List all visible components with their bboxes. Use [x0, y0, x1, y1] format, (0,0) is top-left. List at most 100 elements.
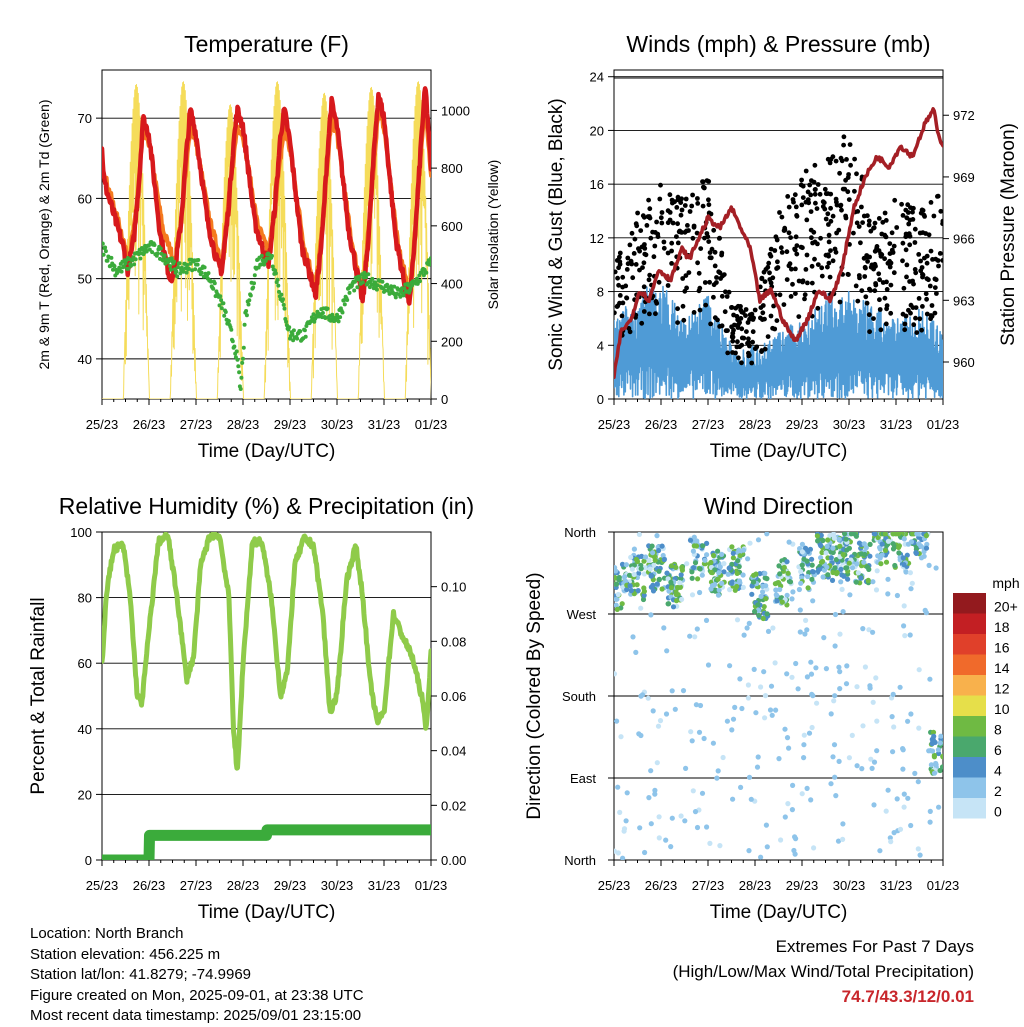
dewpoint-point	[345, 298, 350, 302]
direction-point	[754, 764, 761, 770]
gust-point	[792, 246, 797, 252]
direction-point	[619, 561, 626, 568]
dewpoint-point	[126, 266, 131, 271]
station-location: Location: North Branch	[30, 925, 184, 942]
direction-point	[927, 808, 933, 815]
x-tick-label: 31/23	[368, 417, 401, 432]
dewpoint-point	[291, 328, 296, 333]
direction-point	[760, 615, 766, 622]
gust-point	[641, 284, 647, 290]
direction-point	[811, 845, 817, 851]
direction-point	[890, 532, 896, 537]
gust-point	[809, 263, 815, 269]
direction-point	[656, 568, 662, 574]
direction-point	[715, 768, 721, 774]
x-tick-label: 25/23	[598, 417, 631, 432]
direction-point	[786, 745, 792, 751]
direction-point	[683, 765, 689, 772]
direction-point	[735, 558, 741, 564]
y-tick-label: 12	[590, 231, 604, 246]
direction-point	[734, 617, 741, 623]
gust-point	[774, 318, 780, 323]
direction-point	[839, 586, 845, 593]
direction-point	[626, 572, 633, 578]
legend-swatch	[953, 675, 986, 696]
dewpoint-point	[118, 266, 122, 271]
direction-point	[691, 543, 697, 549]
gust-point	[682, 203, 688, 208]
direction-point	[900, 746, 906, 752]
dewpoint-point	[270, 253, 274, 258]
direction-point	[755, 754, 761, 760]
gust-point	[706, 202, 712, 208]
gust-point	[647, 311, 652, 317]
direction-point	[786, 539, 792, 545]
direction-point	[727, 663, 733, 669]
direction-point	[916, 725, 922, 731]
gust-point	[928, 316, 933, 322]
direction-point	[841, 573, 847, 579]
gust-point	[866, 312, 872, 318]
gust-point	[937, 251, 943, 256]
gust-point	[822, 186, 828, 192]
gust-point	[794, 251, 800, 257]
dewpoint-point	[252, 273, 257, 278]
direction-point	[799, 562, 805, 568]
gust-point	[762, 346, 768, 352]
gust-point	[913, 315, 918, 321]
direction-point	[691, 534, 697, 540]
gust-point	[880, 280, 886, 285]
direction-point	[831, 532, 837, 537]
direction-point	[789, 807, 796, 813]
direction-point	[867, 553, 873, 559]
gust-point	[877, 297, 882, 303]
dewpoint-point	[302, 328, 307, 333]
direction-point	[889, 714, 895, 720]
gust-point	[876, 216, 882, 221]
gust-point	[774, 237, 780, 243]
direction-point	[904, 552, 910, 558]
gust-point	[694, 230, 700, 236]
dewpoint-point	[429, 256, 431, 261]
direction-point	[618, 734, 624, 740]
gust-point	[714, 275, 719, 280]
direction-point	[614, 602, 619, 608]
dewpoint-point	[303, 334, 308, 339]
gust-point	[719, 252, 724, 258]
gust-point	[932, 276, 938, 282]
direction-point	[903, 569, 909, 575]
direction-point	[778, 837, 784, 843]
direction-point	[912, 770, 918, 777]
gust-point	[874, 244, 880, 249]
dewpoint-point	[244, 313, 249, 318]
direction-point	[694, 626, 700, 632]
direction-point	[809, 576, 815, 582]
direction-point	[790, 782, 796, 789]
gust-point	[935, 193, 941, 199]
gust-point	[900, 311, 906, 317]
direction-point	[638, 605, 644, 611]
y-tick-label: North	[564, 525, 596, 540]
direction-point	[849, 732, 855, 739]
direction-point	[648, 612, 654, 618]
direction-point	[642, 849, 648, 856]
gust-point	[856, 224, 862, 230]
gust-point	[808, 209, 814, 215]
gust-point	[782, 225, 788, 231]
gust-point	[738, 316, 744, 321]
gust-point	[903, 234, 909, 240]
dewpoint-point	[414, 276, 419, 281]
gust-point	[826, 239, 832, 245]
direction-point	[635, 588, 641, 594]
x-tick-label: 01/23	[927, 878, 960, 893]
gust-point	[659, 210, 665, 215]
direction-point	[896, 544, 902, 551]
gust-point	[628, 258, 634, 264]
gust-point	[786, 230, 792, 236]
gust-point	[843, 177, 848, 183]
dewpoint-point	[188, 261, 193, 266]
direction-point	[836, 664, 842, 670]
direction-point	[849, 565, 856, 571]
gust-point	[759, 349, 764, 354]
dewpoint-point	[398, 294, 403, 299]
